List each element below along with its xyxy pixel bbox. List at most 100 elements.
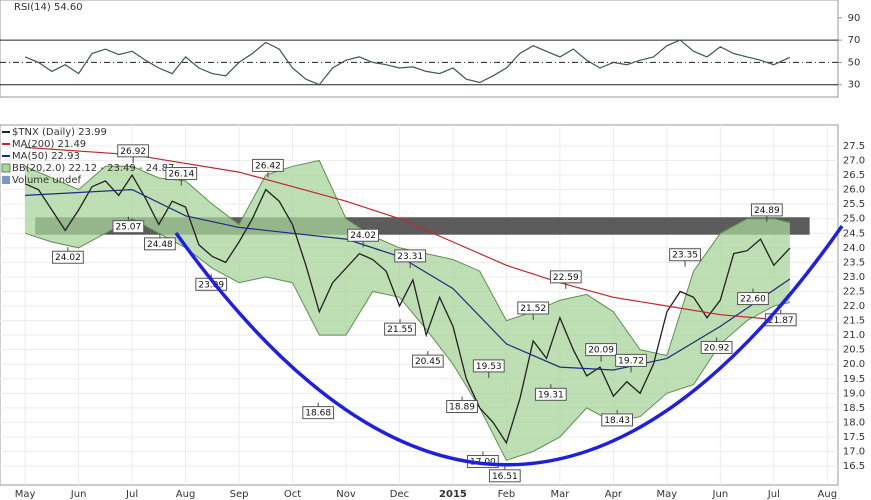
annotation-label: 20.92: [704, 343, 730, 353]
x-tick-label: 2015: [439, 489, 467, 500]
y-tick-label: 23.5: [843, 257, 865, 268]
annotation-box: [669, 248, 701, 262]
y-tick-label: 26.5: [843, 170, 865, 181]
annotation-label: 26.92: [120, 147, 146, 157]
y-tick-label: 24.5: [843, 228, 865, 239]
y-tick-label: 20.0: [843, 359, 865, 370]
x-tick-label: Feb: [498, 489, 516, 500]
annotation-label: 23.31: [397, 252, 423, 262]
legend-swatch: [1, 163, 11, 173]
legend-label: $TNX (Daily) 23.99: [12, 127, 107, 138]
annotation-box: [750, 203, 783, 217]
y-tick-label: 18.5: [843, 403, 865, 414]
annotation-label: 18.43: [604, 416, 630, 426]
annotation-label: 26.14: [168, 170, 194, 180]
annotation-label: 23.09: [198, 280, 224, 290]
x-tick-label: Nov: [336, 489, 356, 500]
annotation-label: 22.60: [740, 295, 766, 305]
annotation-box: [112, 220, 145, 234]
y-tick-label: 25.0: [843, 214, 865, 225]
annotation-label: 20.09: [588, 346, 614, 356]
annotation-label: 22.59: [553, 273, 579, 283]
band-fill: [25, 160, 790, 461]
annotation-box: [302, 406, 335, 420]
y-tick-label: 27.5: [843, 141, 865, 152]
annotation-label: 23.35: [672, 251, 698, 261]
annotation-box: [549, 270, 582, 284]
x-tick-label: Jun: [712, 489, 729, 500]
annotation-box: [488, 469, 521, 483]
data-line: [24, 39, 791, 86]
annotation-box: [737, 292, 769, 306]
legend-label: MA(200) 21.49: [12, 139, 86, 150]
band-lower: [24, 218, 791, 461]
annotation-box: [347, 228, 379, 242]
y-tick-label: 22.5: [843, 286, 865, 297]
annotation-box: [585, 343, 617, 357]
annotation-label: 21.55: [387, 325, 413, 335]
x-tick-label: Apr: [605, 489, 623, 500]
annotation-box: [384, 322, 416, 336]
annotation-box: [411, 354, 444, 368]
annotation-box: [117, 144, 150, 158]
y-tick-label: 90: [848, 13, 861, 24]
annotation-box: [615, 353, 647, 367]
annotation-box: [472, 359, 505, 373]
y-tick-label: 21.0: [843, 330, 865, 341]
legend-label: BB(20,2.0) 22.12 - 23.49 - 24.87: [12, 163, 174, 174]
annotation-label: 21.52: [520, 304, 546, 314]
y-tick-label: 19.5: [843, 374, 865, 385]
annotation-box: [52, 250, 84, 264]
x-tick-label: May: [15, 489, 36, 500]
panel-title: RSI(14) 54.60: [14, 2, 83, 13]
x-tick-label: Dec: [390, 489, 409, 500]
legend-label: MA(50) 22.93: [12, 151, 80, 162]
y-tick-label: 50: [848, 57, 861, 68]
y-tick-label: 22.0: [843, 301, 865, 312]
y-tick-label: 19.0: [843, 388, 865, 399]
legend-label: Volume undef: [12, 175, 82, 186]
y-tick-label: 16.5: [843, 461, 865, 472]
annotation-label: 21.87: [768, 316, 794, 326]
y-tick-label: 26.0: [843, 185, 865, 196]
annotation-label: 26.42: [255, 161, 281, 171]
x-tick-label: Jun: [70, 489, 87, 500]
annotation-label: 25.07: [115, 223, 141, 233]
annotation-label: 24.02: [55, 253, 81, 263]
annotation-label: 19.53: [476, 362, 502, 372]
annotation-label: 18.68: [305, 409, 331, 419]
x-tick-label: Mar: [550, 489, 570, 500]
x-tick-label: May: [657, 489, 678, 500]
cup-curve: [174, 224, 844, 467]
annotation-label: 24.48: [147, 240, 173, 250]
annotation-label: 24.89: [754, 206, 780, 216]
y-tick-label: 25.5: [843, 199, 865, 210]
annotation-label: 19.72: [618, 356, 644, 366]
annotation-box: [517, 301, 550, 315]
legend-swatch: [2, 176, 10, 184]
y-tick-label: 18.0: [843, 417, 865, 428]
annotation-box: [700, 340, 733, 354]
data-line: [25, 146, 790, 322]
x-tick-label: Aug: [176, 489, 196, 500]
x-tick-label: Jul: [125, 489, 138, 500]
x-tick-label: Sep: [230, 489, 249, 500]
y-tick-label: 21.5: [843, 316, 865, 327]
annotation-box: [601, 413, 634, 427]
y-tick-label: 17.0: [843, 447, 865, 458]
annotation-label: 19.31: [538, 390, 564, 400]
y-tick-label: 70: [848, 35, 861, 46]
annotation-label: 20.45: [415, 357, 441, 367]
annotation-label: 18.89: [449, 403, 475, 413]
annotation-box: [252, 158, 284, 172]
y-tick-label: 17.5: [843, 432, 865, 443]
x-tick-label: Aug: [818, 489, 838, 500]
annotation-label: 24.02: [350, 231, 376, 241]
y-tick-label: 24.0: [843, 243, 865, 254]
x-tick-label: Oct: [284, 489, 301, 500]
y-tick-label: 23.0: [843, 272, 865, 283]
y-tick-label: 20.5: [843, 345, 865, 356]
